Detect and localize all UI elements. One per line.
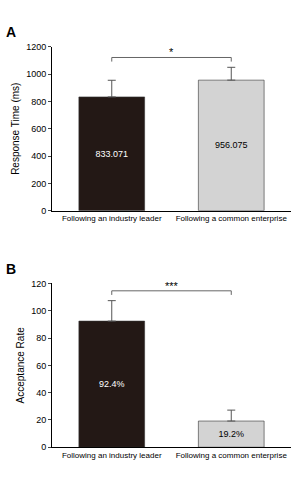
svg-text:1000: 1000 (26, 69, 46, 79)
svg-text:1200: 1200 (26, 42, 46, 52)
svg-text:120: 120 (31, 279, 46, 289)
svg-text:400: 400 (31, 151, 46, 161)
svg-text:0: 0 (41, 442, 46, 452)
svg-text:Following an industry leader: Following an industry leader (62, 214, 162, 223)
svg-text:600: 600 (31, 124, 46, 134)
svg-text:200: 200 (31, 179, 46, 189)
svg-text:833.071: 833.071 (95, 149, 128, 159)
svg-text:800: 800 (31, 97, 46, 107)
svg-text:92.4%: 92.4% (99, 379, 125, 389)
svg-text:Following a common enterprise: Following a common enterprise (176, 214, 288, 223)
svg-text:20: 20 (36, 415, 46, 425)
svg-text:80: 80 (36, 333, 46, 343)
svg-text:956.075: 956.075 (215, 140, 248, 150)
svg-text:19.2%: 19.2% (218, 429, 244, 439)
svg-text:*: * (169, 46, 174, 58)
svg-text:Response Time (ms): Response Time (ms) (10, 83, 21, 175)
svg-text:Acceptance Rate: Acceptance Rate (15, 327, 26, 404)
svg-text:60: 60 (36, 361, 46, 371)
svg-text:Following a common enterprise: Following a common enterprise (176, 451, 288, 460)
svg-text:B: B (6, 261, 16, 277)
svg-text:Following an industry leader: Following an industry leader (62, 451, 162, 460)
svg-text:100: 100 (31, 306, 46, 316)
svg-text:***: *** (165, 280, 179, 292)
svg-text:0: 0 (41, 206, 46, 216)
svg-text:40: 40 (36, 388, 46, 398)
svg-text:A: A (6, 24, 16, 40)
